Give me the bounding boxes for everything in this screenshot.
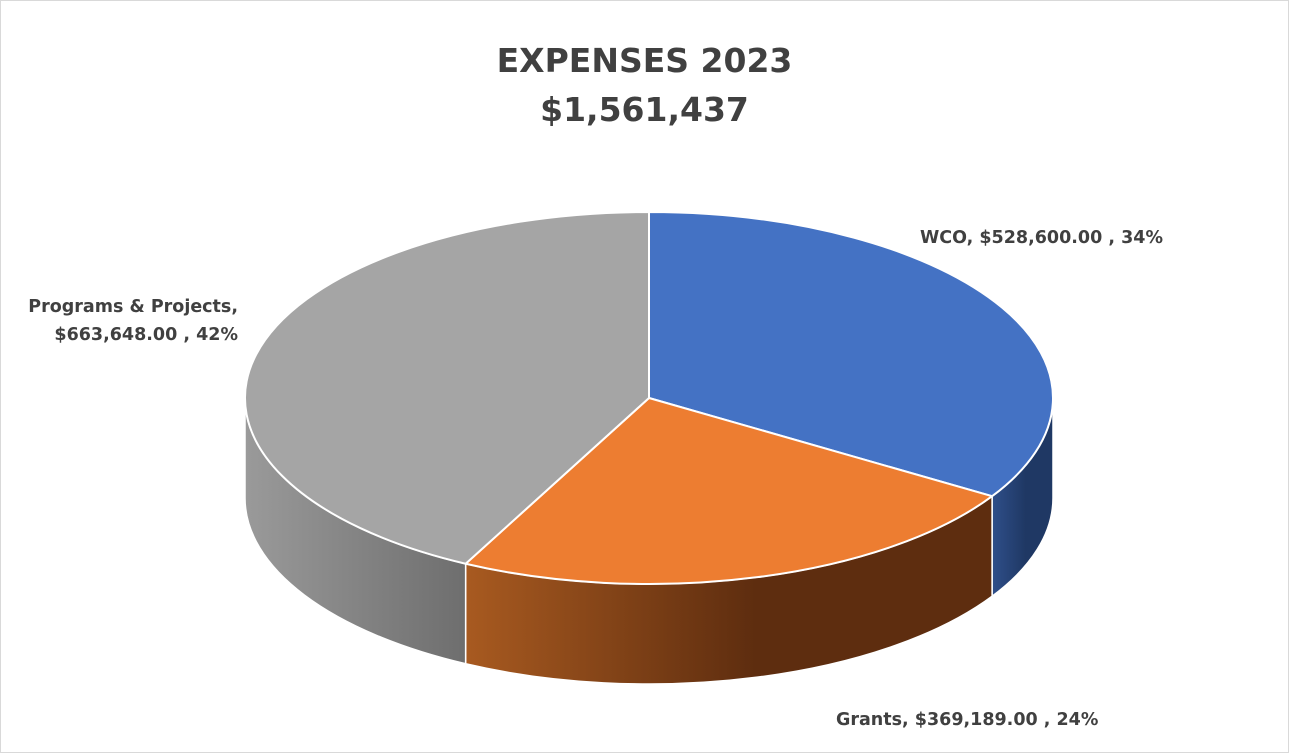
data-label-grants: Grants, $369,189.00 , 24% bbox=[836, 710, 1098, 730]
chart-subtitle: $1,561,437 bbox=[540, 90, 749, 129]
data-label-wco: WCO, $528,600.00 , 34% bbox=[920, 228, 1163, 248]
data-label-layer: WCO, $528,600.00 , 34% Grants, $369,189.0… bbox=[28, 228, 1163, 730]
chart-title: EXPENSES 2023 bbox=[496, 41, 793, 80]
chart-title-block: EXPENSES 2023 $1,561,437 bbox=[0, 36, 1289, 134]
pie-top-layer bbox=[244, 211, 1054, 585]
pie-slice-programs-projects[interactable] bbox=[244, 211, 650, 565]
pie-slice-wco[interactable] bbox=[648, 211, 1054, 498]
data-label-programs-projects: Programs & Projects, $663,648.00 , 42% bbox=[28, 297, 238, 345]
pie-slice-grants[interactable] bbox=[464, 397, 994, 585]
